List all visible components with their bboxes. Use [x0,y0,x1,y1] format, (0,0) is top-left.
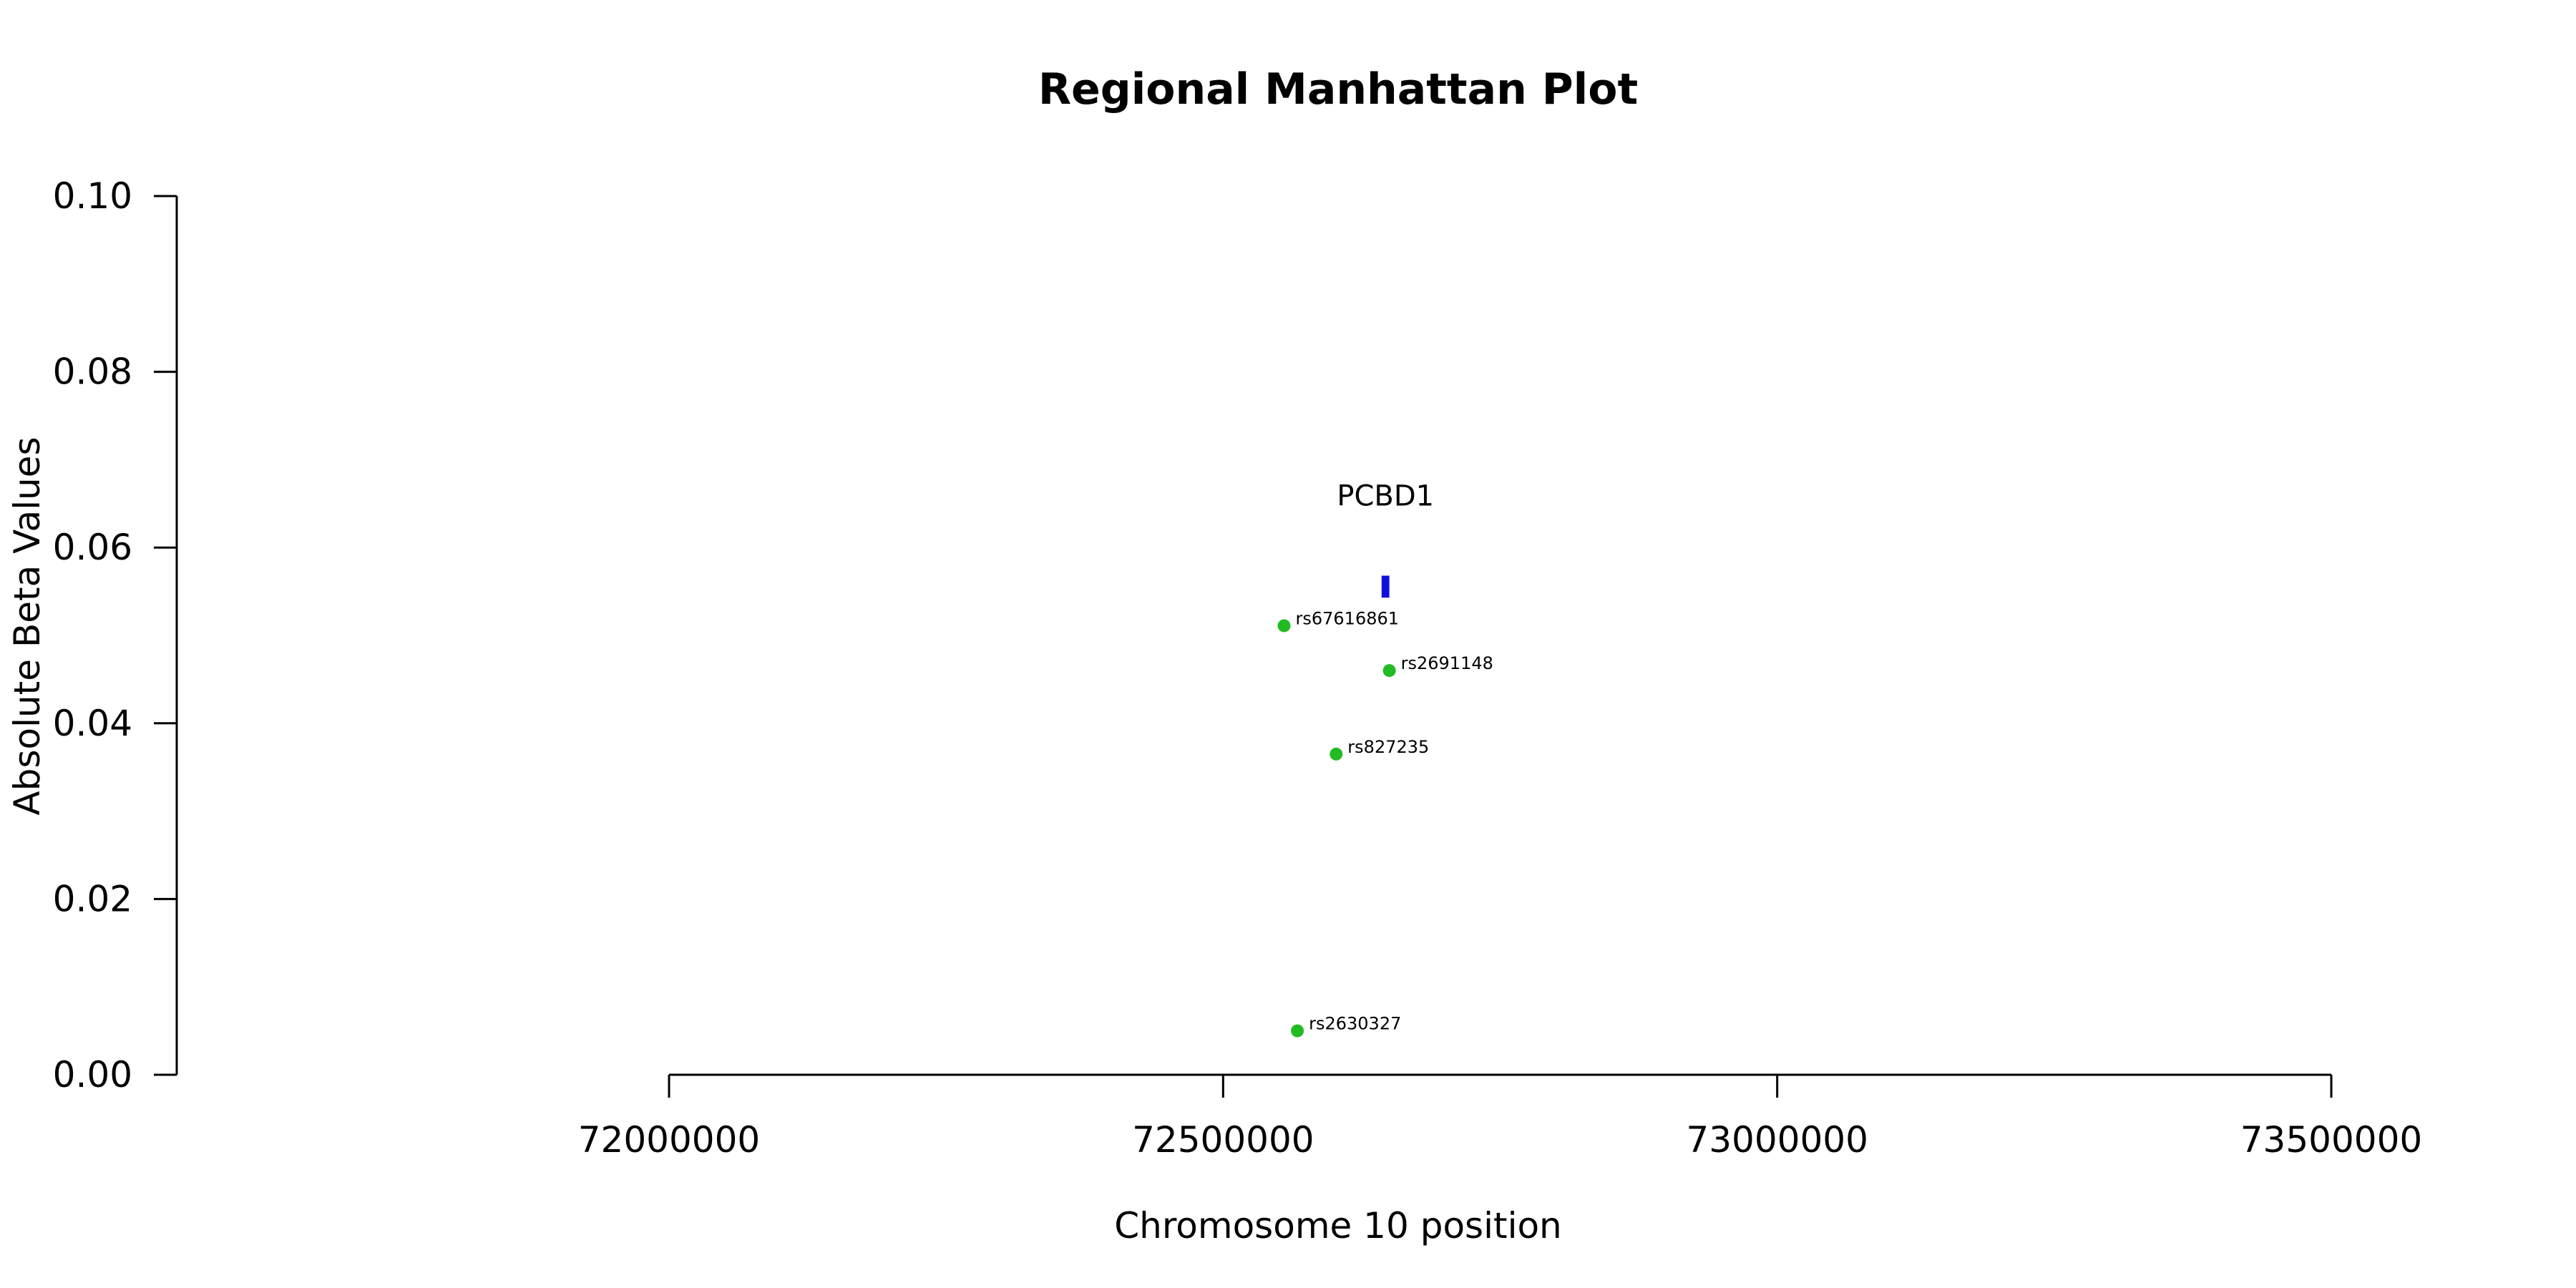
chart-title: Regional Manhattan Plot [1038,64,1638,114]
x-tick-label: 73500000 [2240,1119,2423,1161]
point-layer: rs67616861 rs2691148 rs827235 rs2630327 [1277,608,1493,1038]
gene-box [1381,575,1390,598]
snp-label: rs2691148 [1401,653,1493,673]
y-tick-label: 0.02 [53,878,132,919]
x-axis-label: Chromosome 10 position [1114,1205,1562,1246]
x-tick-label: 72500000 [1132,1119,1314,1161]
x-tick-label: 73000000 [1686,1119,1868,1161]
gene-layer: PCBD1 [1337,479,1434,598]
y-tick-label: 0.06 [53,527,132,568]
snp-label: rs827235 [1347,737,1429,757]
snp-point [1330,747,1343,761]
y-axis: 0.00 0.02 0.04 0.06 0.08 0.10 [53,175,178,1096]
snp-label: rs67616861 [1296,608,1400,628]
x-tick-label: 72000000 [578,1119,761,1161]
snp-point [1291,1024,1304,1038]
y-axis-label: Absolute Beta Values [6,437,48,816]
y-tick-label: 0.00 [53,1054,132,1096]
snp-label: rs2630327 [1309,1014,1401,1034]
snp-point [1382,664,1396,678]
y-tick-label: 0.10 [53,175,132,217]
gene-label: PCBD1 [1337,479,1434,512]
snp-point [1277,619,1291,633]
y-tick-label: 0.04 [53,703,132,744]
x-axis: 72000000 72500000 73000000 73500000 [578,1073,2423,1161]
y-tick-label: 0.08 [53,351,132,393]
